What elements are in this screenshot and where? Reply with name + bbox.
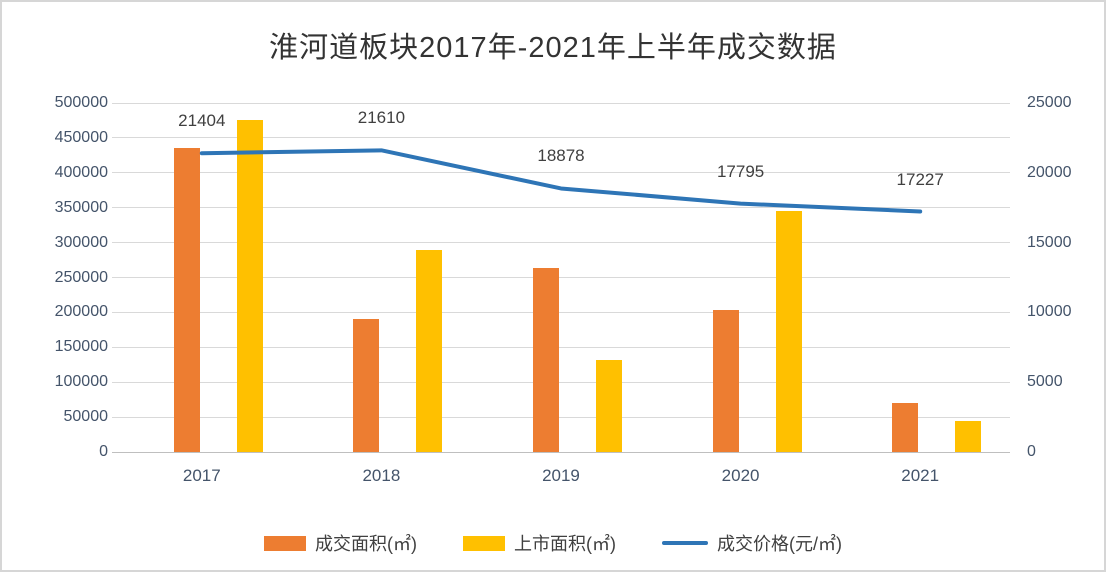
gridline [112,346,1010,348]
y-axis-label-left: 100000 [54,373,108,391]
line-point-label: 18878 [537,146,585,166]
x-axis-label: 2018 [362,466,401,485]
legend: 成交面积(㎡) 上市面积(㎡) 成交价格(元/㎡) [2,530,1104,556]
line-point-label: 17795 [716,161,765,181]
legend-label: 成交价格(元/㎡) [717,534,842,554]
line-point-label: 21610 [357,108,406,128]
y-axis-label-left: 450000 [54,128,108,146]
gridline [112,381,1010,383]
y-axis-label-left: 0 [99,443,108,460]
y-axis-label-right: 20000 [1027,163,1072,181]
legend-line-swatch [662,541,708,545]
bar-成交面积(㎡) [712,310,739,452]
bar-上市面积(㎡) [596,359,622,452]
x-axis-line [112,451,1010,453]
x-axis-label: 2020 [721,466,760,485]
y-axis-label-right: 0 [1027,443,1036,460]
y-axis-label-left: 250000 [54,268,108,286]
y-axis-label-left: 400000 [54,163,108,181]
chart-title: 淮河道板块2017年-2021年上半年成交数据 [269,32,837,64]
bar-成交面积(㎡) [173,148,200,452]
gridline [112,416,1010,418]
gridline [112,311,1010,313]
gridline [112,102,1010,104]
y-axis-label-right: 10000 [1027,303,1072,321]
legend-bar-swatch [264,535,306,551]
bar-上市面积(㎡) [775,211,802,452]
x-axis-label: 2021 [901,466,940,485]
x-axis-label: 2017 [182,466,221,485]
y-axis-label-left: 200000 [54,303,108,321]
y-axis-label-left: 300000 [54,233,108,251]
bar-上市面积(㎡) [955,420,982,452]
y-axis-label-right: 15000 [1027,233,1072,251]
gridline [112,277,1010,278]
y-axis-label-left: 150000 [54,338,108,356]
gridline [112,137,1010,139]
gridline [112,242,1010,244]
legend-item: 成交价格(元/㎡) [662,530,842,556]
y-axis-label-left: 500000 [54,94,108,111]
y-axis-label-left: 50000 [63,408,109,426]
y-axis-label-right: 5000 [1027,373,1063,391]
bar-成交面积(㎡) [533,268,559,452]
legend-label: 上市面积(㎡) [514,534,616,554]
bar-成交面积(㎡) [353,319,380,452]
legend-bar-swatch [463,535,505,551]
y-axis-label-left: 350000 [54,198,108,216]
x-axis-label: 2019 [542,466,580,485]
legend-label: 成交面积(㎡) [315,534,417,554]
line-point-label: 17227 [896,169,944,189]
bar-上市面积(㎡) [236,120,263,452]
bar-上市面积(㎡) [416,249,443,452]
legend-item: 上市面积(㎡) [463,530,616,556]
y-axis-label-right: 25000 [1027,94,1072,111]
line-point-label: 21404 [178,111,226,131]
bar-成交面积(㎡) [892,403,919,452]
legend-item: 成交面积(㎡) [264,530,417,556]
